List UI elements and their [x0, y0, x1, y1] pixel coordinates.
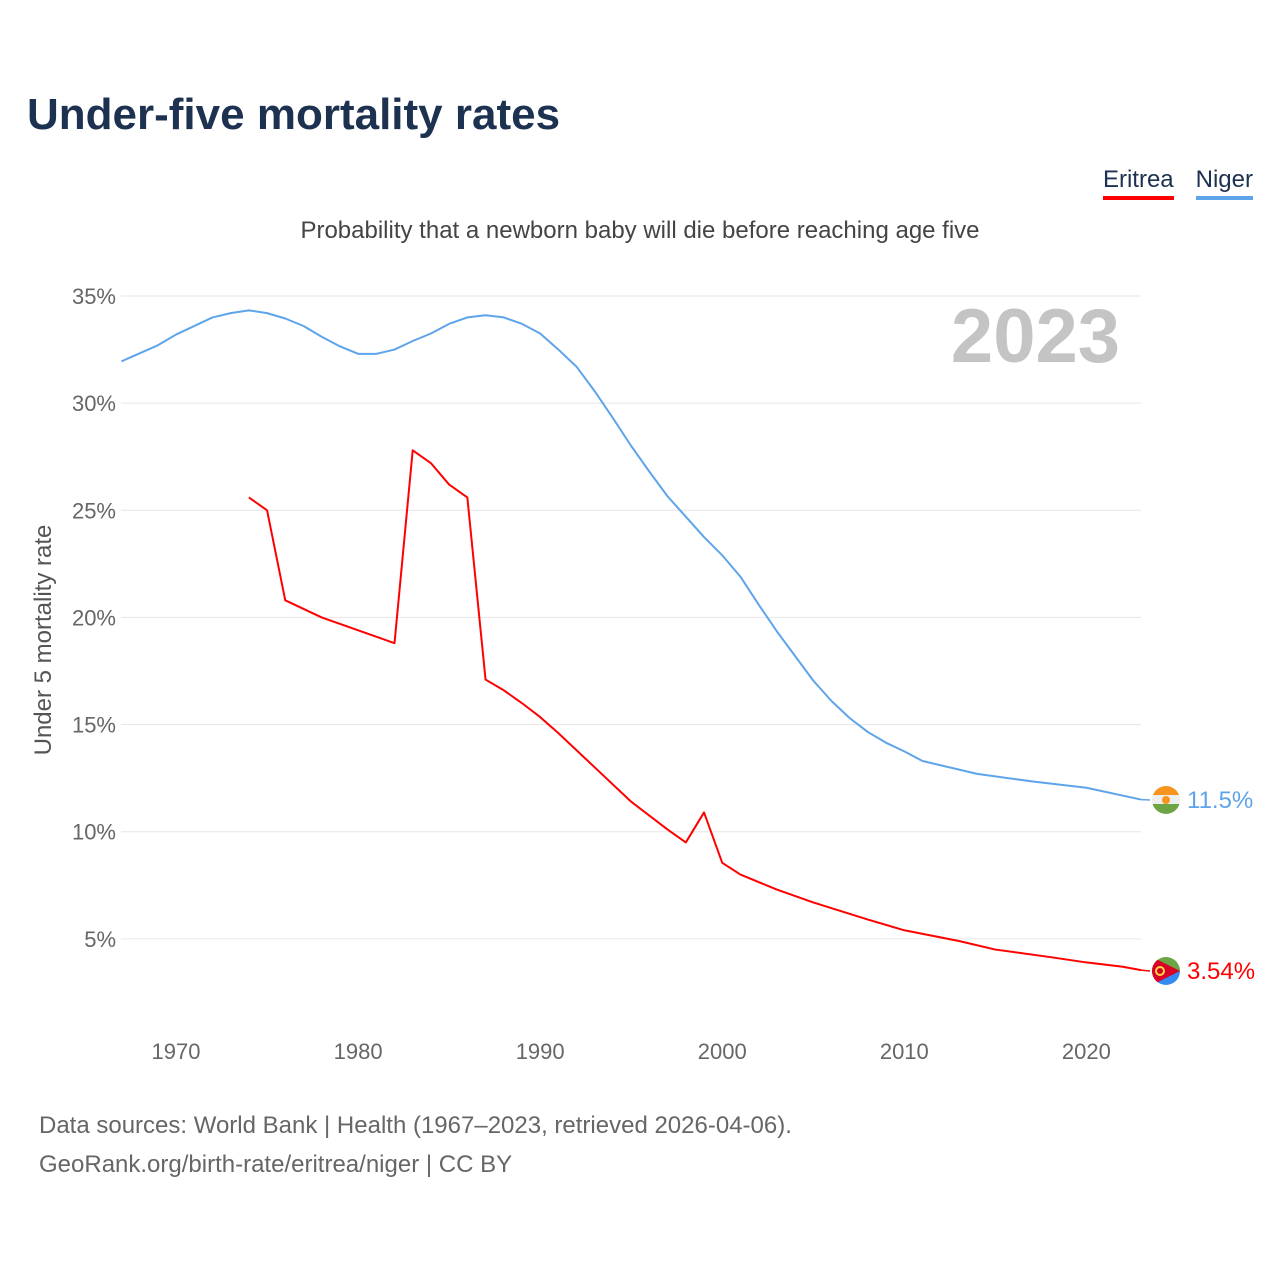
legend-item-niger[interactable]: Niger: [1195, 166, 1253, 200]
chart-title: Under-five mortality rates: [27, 90, 561, 139]
y-tick-label: 10%: [72, 820, 116, 845]
end-label-eritrea: 3.54%: [1187, 958, 1255, 985]
x-tick-label: 1970: [152, 1039, 201, 1064]
x-tick-label: 2000: [698, 1039, 747, 1064]
y-tick-label: 25%: [72, 498, 116, 523]
x-tick-label: 2010: [880, 1039, 929, 1064]
legend: Eritrea Niger: [1102, 166, 1253, 200]
x-tick-label: 1990: [516, 1039, 565, 1064]
y-tick-label: 5%: [84, 927, 116, 952]
source-line-2[interactable]: GeoRank.org/birth-rate/eritrea/niger | C…: [39, 1151, 513, 1178]
end-connector: [1140, 969, 1151, 972]
year-label: 2023: [951, 294, 1120, 379]
chart-subtitle: Probability that a newborn baby will die…: [300, 217, 980, 244]
y-tick-label: 15%: [72, 713, 116, 738]
y-tick-label: 35%: [72, 284, 116, 309]
x-tick-label: 2020: [1062, 1039, 1111, 1064]
end-label-niger: 11.5%: [1187, 787, 1253, 814]
source-note: Data sources: World Bank | Health (1967–…: [39, 1106, 792, 1184]
x-tick-label: 1980: [334, 1039, 383, 1064]
y-tick-label: 30%: [72, 391, 116, 416]
y-tick-label: 20%: [72, 605, 116, 630]
legend-item-eritrea[interactable]: Eritrea: [1102, 166, 1174, 200]
eritrea-flag-icon: [1152, 957, 1180, 985]
y-axis-label: Under 5 mortality rate: [30, 525, 57, 756]
source-line-1: Data sources: World Bank | Health (1967–…: [39, 1112, 792, 1139]
series-line-niger[interactable]: [120, 309, 1142, 801]
series-line-eritrea[interactable]: [248, 449, 1142, 972]
niger-flag-icon: [1152, 786, 1180, 814]
